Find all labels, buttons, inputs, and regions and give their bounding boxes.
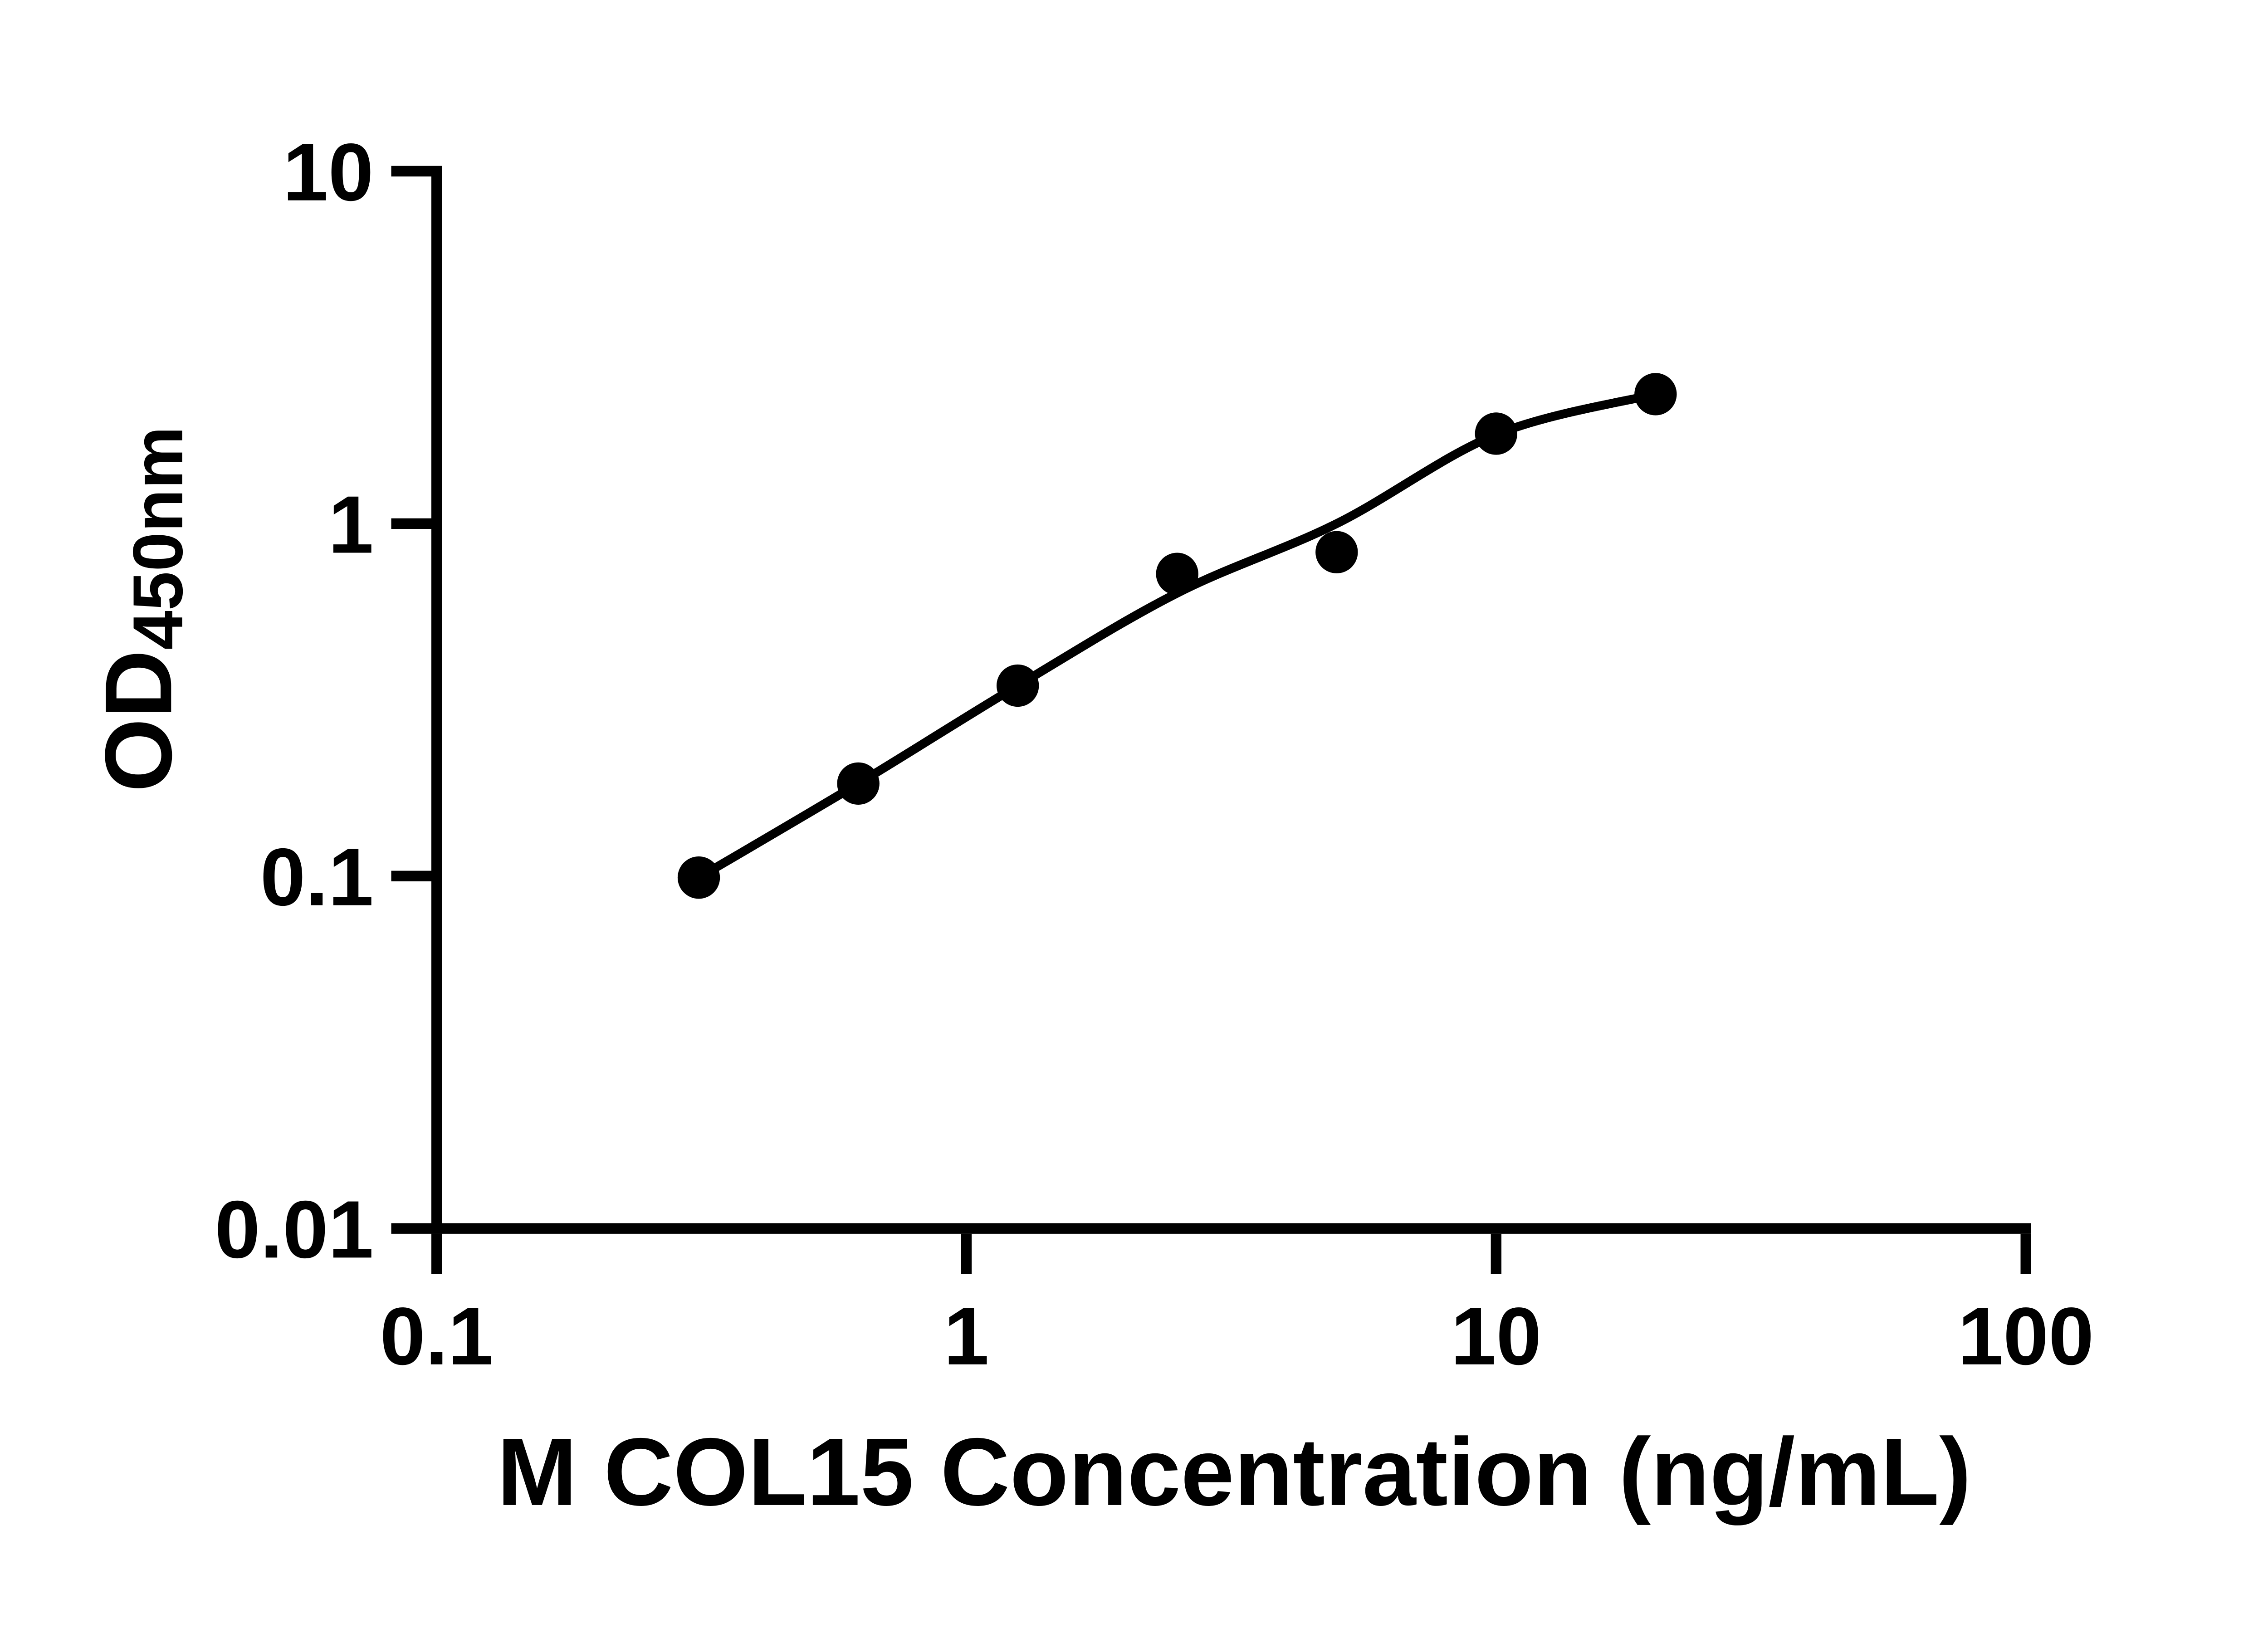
data-point — [1634, 373, 1677, 416]
x-tick — [1491, 1233, 1501, 1274]
y-tick-label: 0.01 — [215, 1184, 374, 1275]
axes-layer — [391, 166, 2031, 1274]
y-axis-title-subscript: 450nm — [118, 426, 197, 650]
y-axis-title-main: OD — [86, 650, 191, 792]
x-tick — [961, 1233, 972, 1274]
y-tick — [391, 166, 431, 177]
data-point — [1156, 552, 1198, 595]
x-tick — [2020, 1233, 2031, 1274]
y-axis-title: OD450nm — [86, 426, 197, 792]
y-axis-spine — [431, 166, 442, 1234]
y-tick-label: 1 — [328, 479, 374, 571]
y-tick-label: 0.1 — [260, 831, 374, 923]
x-tick-label: 0.1 — [380, 1291, 494, 1382]
x-tick-label: 10 — [1451, 1291, 1541, 1382]
y-tick — [391, 1223, 431, 1234]
data-point — [837, 762, 880, 805]
data-point — [677, 856, 720, 899]
x-tick-label: 100 — [1958, 1291, 2094, 1382]
data-point — [1315, 531, 1358, 573]
fit-curve-line — [694, 390, 1660, 882]
series-layer — [677, 373, 1677, 899]
x-axis-title: M COL15 Concentration (ng/mL) — [497, 1418, 1971, 1525]
y-tick — [391, 870, 431, 881]
x-tick — [431, 1233, 442, 1274]
x-tick-label: 1 — [943, 1291, 989, 1382]
data-point — [997, 664, 1039, 707]
y-tick — [391, 518, 431, 529]
y-tick-label: 10 — [283, 127, 374, 218]
data-point — [1475, 412, 1518, 455]
x-axis-spine — [431, 1223, 2031, 1234]
